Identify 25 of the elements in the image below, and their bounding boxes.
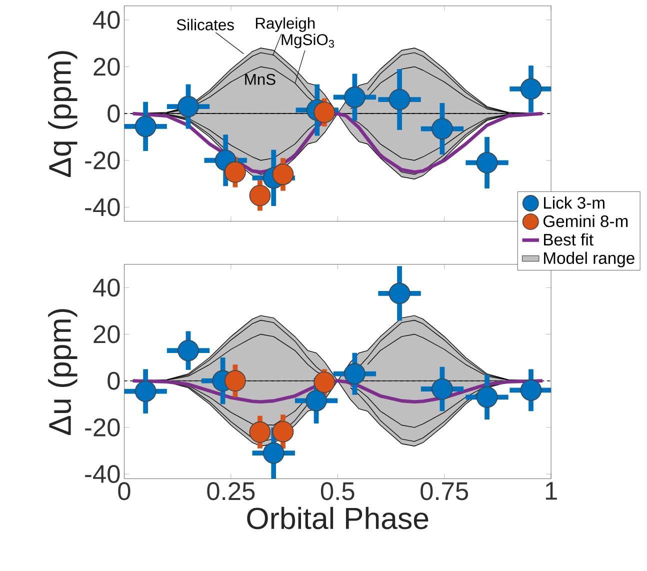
legend-label: Lick 3-m bbox=[544, 196, 604, 209]
y-tick-label: -20 bbox=[85, 418, 120, 437]
legend-label: Best fit bbox=[544, 233, 594, 246]
legend-label: Gemini 8-m bbox=[544, 215, 628, 228]
annotation: MnS bbox=[245, 74, 276, 86]
y-tick-label: 40 bbox=[93, 278, 120, 297]
y-tick-label: -40 bbox=[85, 198, 120, 216]
annotation: MgSiO$_{3}$ bbox=[282, 34, 334, 48]
y-tick-label: 20 bbox=[94, 58, 120, 76]
legend-label: Model range bbox=[544, 252, 634, 268]
y-tick-label: 40 bbox=[93, 11, 120, 30]
y-axis-title: Δq (ppm) bbox=[48, 51, 78, 178]
x-tick-label: 0.5 bbox=[320, 482, 354, 500]
x-axis-title: Orbital Phase bbox=[247, 507, 428, 530]
y-axis-title: Δu (ppm) bbox=[48, 309, 78, 436]
annotation: Rayleigh bbox=[256, 17, 315, 32]
annotation: Silicates bbox=[176, 18, 234, 30]
y-tick-label: -20 bbox=[85, 151, 120, 170]
x-tick-label: 0.75 bbox=[420, 482, 468, 500]
y-tick-label: 0 bbox=[108, 104, 120, 123]
y-tick-label: 20 bbox=[94, 325, 120, 344]
y-tick-label: 0 bbox=[108, 372, 120, 390]
y-tick-label: -40 bbox=[85, 465, 120, 484]
x-tick-label: 0.25 bbox=[207, 482, 255, 500]
x-tick-label: 1 bbox=[546, 482, 557, 500]
